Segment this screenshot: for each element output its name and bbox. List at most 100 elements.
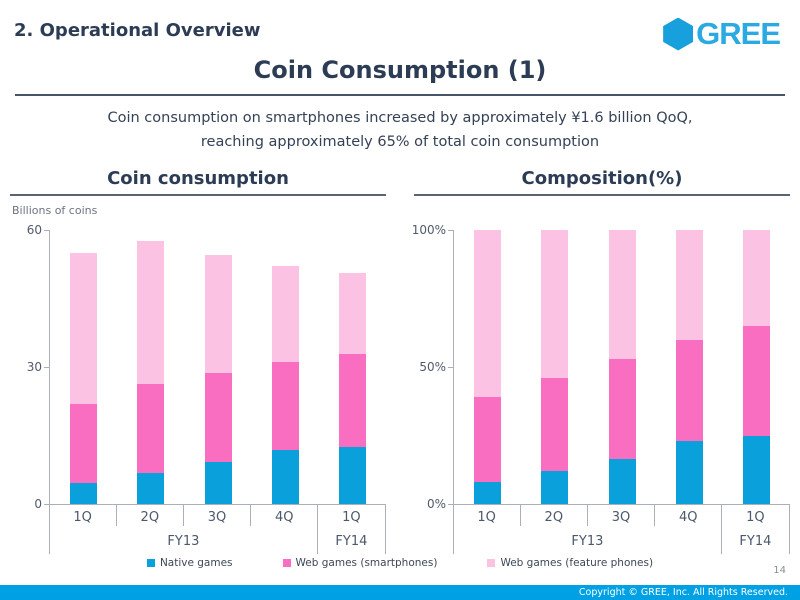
y-tick-mark — [448, 504, 454, 505]
stacked-bar-4q-3 — [271, 230, 299, 504]
x-axis-groups: FY13 FY14 — [453, 530, 789, 556]
plot-frame — [448, 230, 790, 505]
bar-cell-2q-1 — [117, 230, 184, 504]
subtitle-line-1: Coin consumption on smartphones increase… — [107, 110, 693, 126]
bar-segment-native-games — [474, 482, 502, 504]
chart-title: Coin consumption — [107, 168, 289, 189]
bar-segment-web-games-feature-phones — [137, 241, 165, 385]
subtitle: Coin consumption on smartphones increase… — [0, 106, 800, 154]
x-tick-label: 2Q — [140, 510, 160, 525]
legend-item-native-games: Native games — [146, 557, 233, 569]
chart-title-divider — [414, 194, 790, 196]
bar-segment-native-games — [675, 440, 703, 504]
x-axis-tick — [586, 504, 588, 526]
bar-segment-web-games-smartphones — [474, 397, 502, 483]
bar-segment-web-games-feature-phones — [675, 230, 703, 340]
title-divider — [15, 94, 785, 96]
gree-hexagon-icon — [663, 17, 694, 51]
chart-legend: Native games Web games (smartphones) Web g… — [0, 557, 800, 569]
y-tick-mark — [448, 230, 454, 231]
x-tick-label: 3Q — [611, 510, 631, 525]
bar-segment-web-games-feature-phones — [70, 252, 98, 405]
plot-frame — [44, 230, 386, 505]
plot-area — [454, 230, 790, 504]
y-tick-label: 100% — [411, 223, 446, 237]
bar-cell-2q-1 — [521, 230, 588, 504]
footer-bar: Copyright © GREE, Inc. All Rights Reserv… — [0, 585, 800, 600]
stacked-bar-4q-3 — [675, 230, 703, 504]
x-tick-label: 1Q — [73, 510, 92, 525]
bar-segment-native-games — [541, 471, 569, 504]
stacked-bar-1q-4 — [338, 230, 366, 504]
bar-segment-web-games-feature-phones — [608, 230, 636, 359]
y-tick-mark — [44, 504, 50, 505]
bar-cell-1q-0 — [50, 230, 117, 504]
bar-segment-web-games-feature-phones — [338, 273, 366, 355]
y-tick-label: 30 — [26, 360, 42, 374]
x-tick-label: 1Q — [342, 510, 361, 525]
chart-composition: Composition(%) 0% 50% 100% 1Q 2Q 3Q 4Q 1Q FY13… — [412, 168, 790, 558]
bar-cell-1q-4 — [319, 230, 386, 504]
x-axis-group-divider — [452, 504, 454, 554]
copyright-text: Copyright © GREE, Inc. All Rights Reserv… — [578, 587, 788, 598]
y-axis-labels: 0% 50% 100% — [412, 223, 446, 511]
plot-area — [50, 230, 386, 504]
legend-item-web-games-smartphones: Web games (smartphones) — [282, 557, 438, 569]
y-tick-label: 60 — [26, 223, 42, 237]
x-axis-quarters: 1Q 2Q 3Q 4Q 1Q — [49, 504, 385, 530]
y-axis-labels: 0 30 60 — [10, 223, 42, 511]
bar-segment-native-games — [742, 435, 770, 504]
bar-segment-web-games-smartphones — [338, 354, 366, 447]
x-tick-label: 1Q — [746, 510, 765, 525]
bar-cell-1q-0 — [454, 230, 521, 504]
bar-segment-web-games-smartphones — [204, 372, 232, 463]
y-tick-mark — [44, 230, 50, 231]
x-tick-label: 1Q — [477, 510, 496, 525]
legend-label: Native games — [159, 557, 233, 569]
x-axis-tick — [519, 504, 521, 526]
x-axis: 1Q 2Q 3Q 4Q 1Q FY13 FY14 — [452, 504, 790, 556]
y-tick-label: 50% — [419, 360, 446, 374]
bar-segment-web-games-feature-phones — [271, 265, 299, 362]
bar-segment-native-games — [204, 462, 232, 504]
legend-label: Web games (smartphones) — [295, 557, 438, 569]
section-title: 2. Operational Overview — [14, 20, 261, 41]
x-axis-group-divider — [721, 504, 723, 554]
stacked-bar-2q-1 — [137, 230, 165, 504]
stacked-bar-3q-2 — [204, 230, 232, 504]
x-axis-group-divider — [317, 504, 319, 554]
y-tick-label: 0 — [34, 497, 42, 511]
x-group-label-fy13: FY13 — [571, 534, 604, 549]
x-axis: 1Q 2Q 3Q 4Q 1Q FY13 FY14 — [48, 504, 386, 556]
legend-label: Web games (feature phones) — [500, 557, 654, 569]
bar-segment-web-games-feature-phones — [541, 230, 569, 378]
chart-title: Composition(%) — [521, 168, 683, 189]
x-axis-groups: FY13 FY14 — [49, 530, 385, 556]
bar-segment-native-games — [70, 483, 98, 504]
bar-segment-web-games-smartphones — [271, 362, 299, 450]
x-group-label-fy14: FY14 — [335, 534, 368, 549]
chart-coin-consumption: Coin consumption Billions of coins 0 30 60… — [10, 168, 386, 558]
bar-segment-native-games — [338, 446, 366, 504]
stacked-bar-3q-2 — [608, 230, 636, 504]
x-axis-quarters: 1Q 2Q 3Q 4Q 1Q — [453, 504, 789, 530]
x-axis-tick — [182, 504, 184, 526]
bar-cell-4q-3 — [252, 230, 319, 504]
bar-segment-native-games — [271, 449, 299, 504]
legend-swatch — [487, 559, 496, 567]
legend-swatch — [146, 559, 155, 567]
chart-title-divider — [10, 194, 386, 196]
bar-segment-web-games-feature-phones — [474, 230, 502, 398]
x-group-label-fy13: FY13 — [167, 534, 200, 549]
bar-segment-web-games-smartphones — [675, 339, 703, 441]
x-group-label-fy14: FY14 — [739, 534, 772, 549]
x-axis-tick — [115, 504, 117, 526]
bar-segment-web-games-feature-phones — [204, 254, 232, 373]
x-axis-tick — [654, 504, 656, 526]
x-axis-tick — [250, 504, 252, 526]
bar-segment-native-games — [608, 458, 636, 504]
x-axis-group-divider — [384, 504, 386, 554]
y-tick-label: 0% — [426, 497, 446, 511]
x-tick-label: 3Q — [207, 510, 227, 525]
